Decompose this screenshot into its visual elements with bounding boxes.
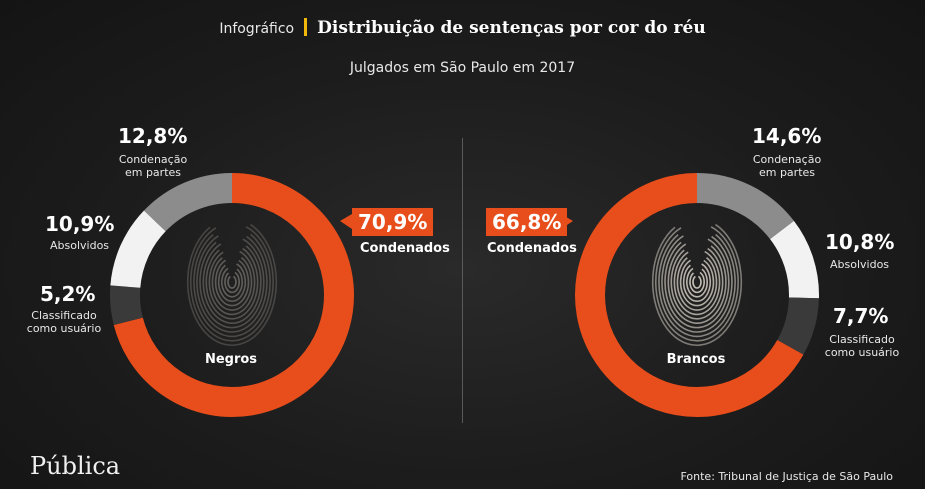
fingerprint-ridge xyxy=(661,235,733,333)
fingerprint-ridge xyxy=(651,223,743,347)
fingerprint-ridge xyxy=(224,271,240,294)
fingerprint-ridge xyxy=(686,267,709,298)
center-divider xyxy=(462,138,463,423)
fingerprint-ridge xyxy=(227,275,237,289)
label-line: em partes xyxy=(758,166,816,179)
brancos-condenados-label: Condenados xyxy=(487,241,577,256)
fingerprint-ridge xyxy=(682,263,712,302)
label-line: como usuário xyxy=(824,346,900,359)
fingerprint-icon xyxy=(651,223,743,347)
fingerprint-ridge xyxy=(664,238,730,329)
header: Infográfico Distribuição de sentenças por… xyxy=(0,18,925,38)
negros-center-label: Negros xyxy=(204,352,258,367)
publica-logo: Pública xyxy=(30,452,121,480)
donut-slice-condenados xyxy=(575,173,804,417)
donut-slice-condenacao-em-partes xyxy=(696,173,794,240)
negros-absolvidos-value: 10,9% xyxy=(45,212,115,236)
fingerprint-ridge xyxy=(670,247,724,320)
label-line: como usuário xyxy=(26,322,102,335)
title-separator-bar xyxy=(304,18,308,36)
subtitle: Julgados em São Paulo em 2017 xyxy=(349,60,576,76)
fingerprint-ridge xyxy=(189,226,274,342)
fingerprint-ridge xyxy=(193,233,271,338)
brancos-classificado-usuario-value: 7,7% xyxy=(833,304,889,328)
fingerprint-ridge xyxy=(673,250,721,316)
fingerprint-ridge xyxy=(658,233,736,338)
fingerprint-icon xyxy=(186,223,278,347)
negros-classificado-usuario-value: 5,2% xyxy=(40,282,96,306)
donut-slice-condenados xyxy=(113,173,354,417)
source-note: Fonte: Tribunal de Justiça de São Paulo xyxy=(680,470,893,483)
donut-chart-negros xyxy=(110,173,354,417)
donut-slice-classificado-como-usuario xyxy=(777,296,819,355)
fingerprint-ridge xyxy=(211,256,253,311)
fingerprint-ridge xyxy=(202,243,262,324)
negros-classificado-usuario-label: Classificado como usuário xyxy=(22,309,106,335)
fingerprint-ridge xyxy=(196,235,268,333)
brancos-absolvidos-value: 10,8% xyxy=(825,230,895,254)
fingerprint-ridge xyxy=(689,271,705,294)
fingerprint-ridge xyxy=(208,250,256,316)
fingerprint-ridge xyxy=(217,263,247,302)
donut-chart-brancos xyxy=(575,173,819,417)
donut-slice-condenacao-em-partes xyxy=(143,173,233,232)
fingerprint-ridge xyxy=(205,247,259,320)
donut-slice-absolvidos xyxy=(769,220,819,299)
kicker: Infográfico xyxy=(219,21,295,37)
label-line: Condenação xyxy=(752,153,822,166)
brancos-condenacao-em-partes-value: 14,6% xyxy=(752,124,822,148)
brancos-classificado-usuario-label: Classificado como usuário xyxy=(820,333,904,359)
donut-slice-classificado-como-usuario xyxy=(110,285,143,326)
label-line: em partes xyxy=(124,166,182,179)
brancos-condenados-value: 66,8% xyxy=(486,208,568,236)
fingerprint-ridge xyxy=(676,256,718,311)
negros-condenados-label: Condenados xyxy=(360,241,450,256)
brancos-condenacao-em-partes-label: Condenação em partes xyxy=(747,153,827,179)
fingerprint-ridge xyxy=(654,226,739,342)
label-line: Condenação xyxy=(118,153,188,166)
fingerprint-ridge xyxy=(214,259,250,307)
label-line: Classificado xyxy=(829,333,895,346)
donut-slice-absolvidos xyxy=(110,210,166,289)
callout-pointer-left xyxy=(340,214,352,229)
negros-absolvidos-label: Absolvidos xyxy=(50,239,110,252)
fingerprint-ridge xyxy=(679,259,715,307)
fingerprint-ridge xyxy=(667,243,727,324)
fingerprint-ridge xyxy=(221,267,244,298)
negros-condenados-value: 70,9% xyxy=(352,208,434,236)
fingerprint-ridge xyxy=(199,238,265,329)
fingerprint-ridge xyxy=(692,275,702,289)
fingerprint-ridge xyxy=(186,223,278,347)
negros-condenacao-em-partes-label: Condenação em partes xyxy=(113,153,193,179)
page-title: Distribuição de sentenças por cor do réu xyxy=(317,18,706,38)
brancos-center-label: Brancos xyxy=(666,352,726,367)
label-line: Classificado xyxy=(31,309,97,322)
brancos-absolvidos-label: Absolvidos xyxy=(830,258,890,271)
negros-condenacao-em-partes-value: 12,8% xyxy=(118,124,188,148)
